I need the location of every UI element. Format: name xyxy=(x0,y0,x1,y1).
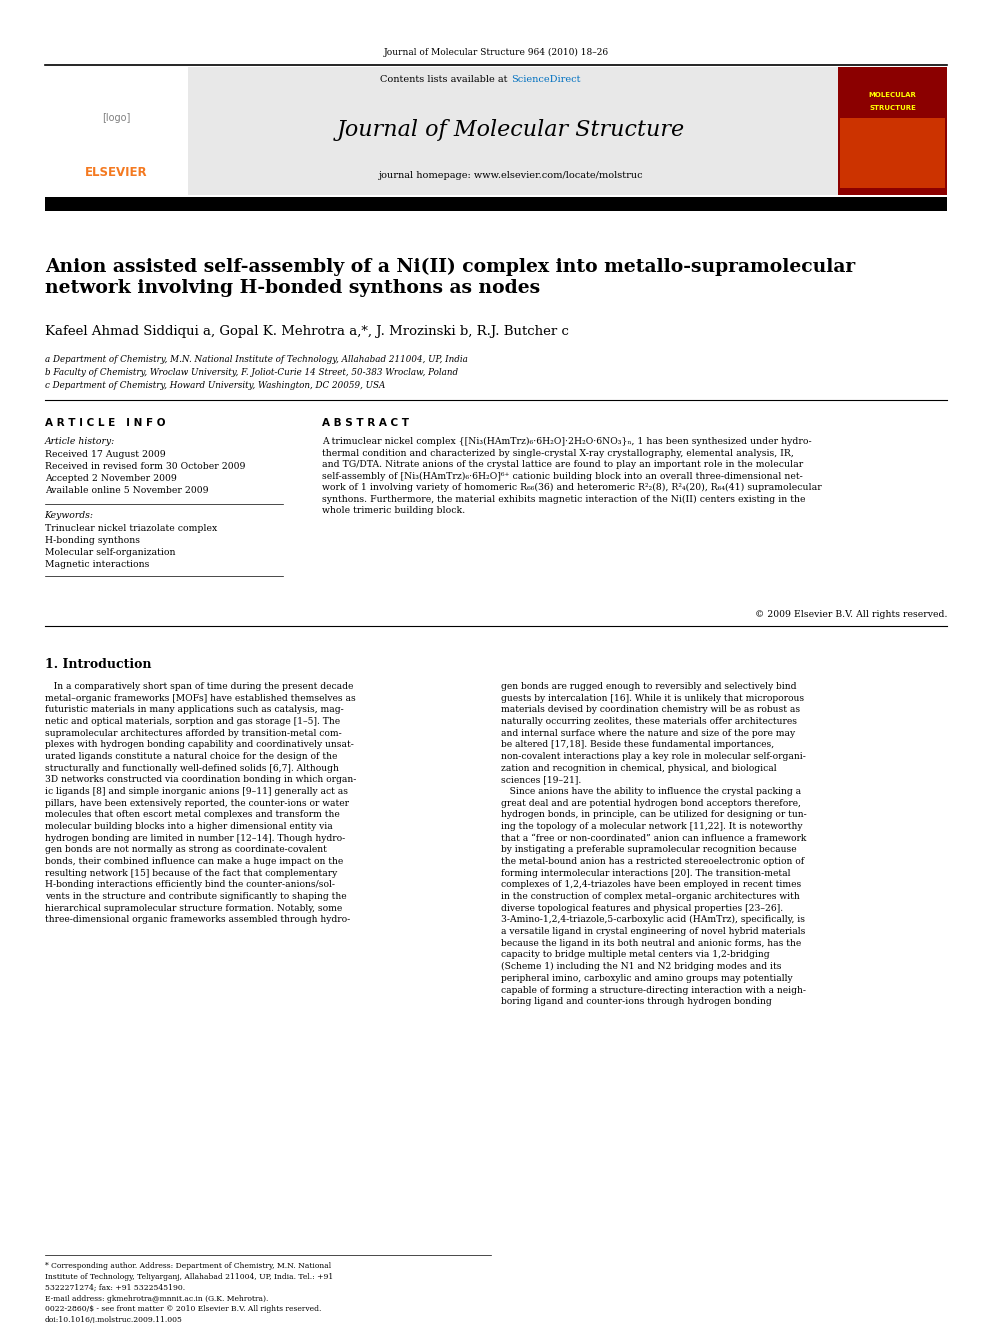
Text: 1. Introduction: 1. Introduction xyxy=(45,658,151,671)
Text: A R T I C L E   I N F O: A R T I C L E I N F O xyxy=(45,418,165,429)
Text: a Department of Chemistry, M.N. National Institute of Technology, Allahabad 2110: a Department of Chemistry, M.N. National… xyxy=(45,355,467,364)
Text: Magnetic interactions: Magnetic interactions xyxy=(45,560,149,569)
Text: Kafeel Ahmad Siddiqui a, Gopal K. Mehrotra a,*, J. Mrozinski b, R.J. Butcher c: Kafeel Ahmad Siddiqui a, Gopal K. Mehrot… xyxy=(45,325,568,337)
Text: gen bonds are rugged enough to reversibly and selectively bind
guests by interca: gen bonds are rugged enough to reversibl… xyxy=(501,681,806,1007)
Text: Article history:: Article history: xyxy=(45,437,115,446)
Text: A B S T R A C T: A B S T R A C T xyxy=(322,418,410,429)
Text: A trimuclear nickel complex {[Ni₃(HAmTrz)₆·6H₂O]·2H₂O·6NO₃}ₙ, 1 has been synthes: A trimuclear nickel complex {[Ni₃(HAmTrz… xyxy=(322,437,822,516)
Text: Anion assisted self-assembly of a Ni(II) complex into metallo-supramolecular
net: Anion assisted self-assembly of a Ni(II)… xyxy=(45,258,855,298)
Text: 5322271274; fax: +91 5322545190.: 5322271274; fax: +91 5322545190. xyxy=(45,1285,185,1293)
Text: * Corresponding author. Address: Department of Chemistry, M.N. National: * Corresponding author. Address: Departm… xyxy=(45,1262,330,1270)
Text: E-mail address: gkmehrotra@mnnit.ac.in (G.K. Mehrotra).: E-mail address: gkmehrotra@mnnit.ac.in (… xyxy=(45,1295,268,1303)
Text: Accepted 2 November 2009: Accepted 2 November 2009 xyxy=(45,474,177,483)
Text: Received in revised form 30 October 2009: Received in revised form 30 October 2009 xyxy=(45,462,245,471)
Text: doi:10.1016/j.molstruc.2009.11.005: doi:10.1016/j.molstruc.2009.11.005 xyxy=(45,1316,183,1323)
Text: b Faculty of Chemistry, Wroclaw University, F. Joliot-Curie 14 Street, 50-383 Wr: b Faculty of Chemistry, Wroclaw Universi… xyxy=(45,368,457,377)
Bar xyxy=(45,67,188,194)
Text: Keywords:: Keywords: xyxy=(45,511,93,520)
Bar xyxy=(45,67,947,194)
Text: ELSEVIER: ELSEVIER xyxy=(84,167,148,180)
Text: Molecular self-organization: Molecular self-organization xyxy=(45,548,176,557)
Text: Received 17 August 2009: Received 17 August 2009 xyxy=(45,450,166,459)
Text: MOLECULAR: MOLECULAR xyxy=(869,93,917,98)
Text: In a comparatively short span of time during the present decade
metal–organic fr: In a comparatively short span of time du… xyxy=(45,681,356,925)
Text: Available online 5 November 2009: Available online 5 November 2009 xyxy=(45,486,208,495)
Bar xyxy=(840,118,945,188)
Bar xyxy=(45,197,947,210)
Text: © 2009 Elsevier B.V. All rights reserved.: © 2009 Elsevier B.V. All rights reserved… xyxy=(755,610,947,619)
Text: Journal of Molecular Structure: Journal of Molecular Structure xyxy=(337,119,684,142)
Text: STRUCTURE: STRUCTURE xyxy=(869,105,917,111)
Text: Contents lists available at: Contents lists available at xyxy=(380,75,511,85)
Text: c Department of Chemistry, Howard University, Washington, DC 20059, USA: c Department of Chemistry, Howard Univer… xyxy=(45,381,385,390)
Text: [logo]: [logo] xyxy=(102,112,130,123)
Text: Journal of Molecular Structure 964 (2010) 18–26: Journal of Molecular Structure 964 (2010… xyxy=(384,48,608,57)
Text: ScienceDirect: ScienceDirect xyxy=(511,75,580,85)
Text: H-bonding synthons: H-bonding synthons xyxy=(45,536,140,545)
Text: journal homepage: www.elsevier.com/locate/molstruc: journal homepage: www.elsevier.com/locat… xyxy=(379,171,643,180)
Text: Trinuclear nickel triazolate complex: Trinuclear nickel triazolate complex xyxy=(45,524,217,533)
Text: 0022-2860/$ - see front matter © 2010 Elsevier B.V. All rights reserved.: 0022-2860/$ - see front matter © 2010 El… xyxy=(45,1304,321,1312)
Text: Institute of Technology, Teliyarganj, Allahabad 211004, UP, India. Tel.: +91: Institute of Technology, Teliyarganj, Al… xyxy=(45,1273,333,1281)
Bar xyxy=(838,67,947,194)
